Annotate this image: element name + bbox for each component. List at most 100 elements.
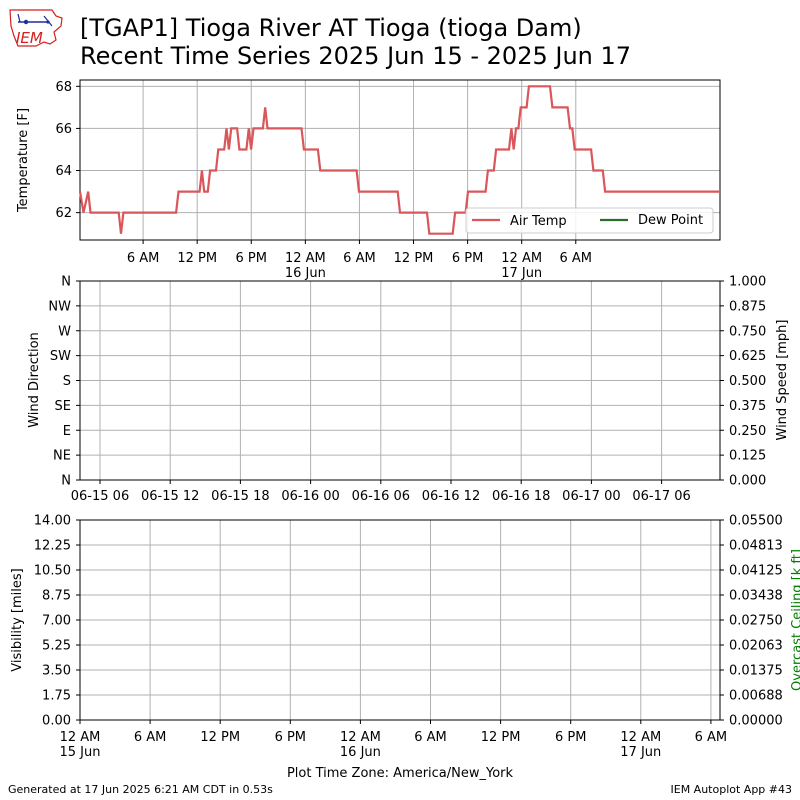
vis-xtick-label: 6 AM xyxy=(414,730,447,745)
temp-xtick-label: 6 AM xyxy=(343,251,376,266)
ceiling-ylabel: Overcast Ceiling [k ft] xyxy=(790,549,800,691)
vis-xtick-date: 17 Jun xyxy=(620,745,661,760)
chart-title: [TGAP1] Tioga River AT Tioga (tioga Dam)… xyxy=(80,14,631,70)
wind-xtick-label: 06-17 06 xyxy=(632,489,690,504)
wind-speed-tick-label: 0.375 xyxy=(729,399,766,414)
wind-xtick-label: 06-16 00 xyxy=(281,489,339,504)
vis-xtick-label: 12 PM xyxy=(481,730,521,745)
wind-xtick-label: 06-16 18 xyxy=(492,489,550,504)
ceiling-tick-label: 0.02063 xyxy=(729,639,783,654)
logo-text: IEM xyxy=(16,29,43,47)
temp-xtick-label: 6 PM xyxy=(236,251,267,266)
ceiling-tick-label: 0.03438 xyxy=(729,589,783,604)
wind-direction-tick-label: SE xyxy=(55,399,71,414)
temp-xtick-label: 6 PM xyxy=(452,251,483,266)
wind-direction-tick-label: S xyxy=(63,374,71,389)
vis-xtick-label: 6 PM xyxy=(275,730,306,745)
vis-xtick-label: 6 AM xyxy=(695,730,728,745)
wind-panel: N 0.000 NE 0.125 E 0.250 SE 0.375 S 0.500 SW 0.625 W… xyxy=(27,275,790,505)
wind-direction-tick-label: NE xyxy=(53,449,71,464)
wind-direction-tick-label: NW xyxy=(48,299,71,314)
vis-xtick-label: 12 AM xyxy=(620,730,661,745)
temp-xtick-label: 12 AM xyxy=(501,251,542,266)
wind-speed-tick-label: 0.875 xyxy=(729,299,766,314)
visibility-ylabel: Visibility [miles] xyxy=(10,568,25,671)
wind-direction-tick-label: E xyxy=(63,424,71,439)
ceiling-tick-label: 0.00000 xyxy=(729,714,783,729)
vis-xtick-label: 12 AM xyxy=(60,730,101,745)
wind-xtick-label: 06-16 06 xyxy=(352,489,410,504)
ceiling-tick-label: 0.05500 xyxy=(729,514,783,529)
wind-xtick-label: 06-16 12 xyxy=(422,489,480,504)
vis-xtick-label: 6 AM xyxy=(134,730,167,745)
ceiling-tick-label: 0.01375 xyxy=(729,664,783,679)
visibility-tick-label: 3.50 xyxy=(42,664,71,679)
air-temp-line xyxy=(78,85,720,235)
wind-speed-tick-label: 0.250 xyxy=(729,424,766,439)
visibility-tick-label: 5.25 xyxy=(42,639,71,654)
vis-xtick-label: 12 AM xyxy=(340,730,381,745)
wind-ticks: N 0.000 NE 0.125 E 0.250 SE 0.375 S 0.500 SW 0.625 W… xyxy=(48,275,766,505)
wind-xtick-label: 06-17 00 xyxy=(562,489,620,504)
temp-xtick-label: 6 AM xyxy=(560,251,593,266)
ceiling-tick-label: 0.04813 xyxy=(729,539,783,554)
temp-xtick-date: 16 Jun xyxy=(285,266,326,281)
temp-xtick-label: 12 PM xyxy=(177,251,217,266)
visibility-tick-label: 7.00 xyxy=(42,614,71,629)
visibility-tick-label: 1.75 xyxy=(42,689,71,704)
wind-direction-tick-label: W xyxy=(58,324,71,339)
vis-xtick-label: 12 PM xyxy=(200,730,240,745)
ceiling-tick-label: 0.04125 xyxy=(729,564,783,579)
visibility-ticks: 0.00 0.00000 1.75 0.00688 3.50 0.01375 5.25 0.0… xyxy=(34,514,783,761)
wind-speed-tick-label: 0.625 xyxy=(729,349,766,364)
ceiling-tick-label: 0.00688 xyxy=(729,689,783,704)
wind-direction-tick-label: SW xyxy=(50,349,71,364)
vis-xtick-date: 16 Jun xyxy=(340,745,381,760)
wind-speed-tick-label: 1.000 xyxy=(729,275,766,290)
visibility-tick-label: 0.00 xyxy=(42,714,71,729)
vis-xtick-label: 6 PM xyxy=(555,730,586,745)
iem-logo-graphic: IEM xyxy=(9,9,63,47)
legend-dew-point-label: Dew Point xyxy=(638,213,703,228)
wind-xtick-label: 06-15 12 xyxy=(141,489,199,504)
wind-xtick-label: 06-15 18 xyxy=(211,489,269,504)
wind-grid xyxy=(80,280,720,481)
temp-ytick-label: 62 xyxy=(55,206,72,221)
temp-xtick-date: 17 Jun xyxy=(501,266,542,281)
temp-xtick-label: 12 PM xyxy=(394,251,434,266)
wind-speed-ylabel: Wind Speed [mph] xyxy=(775,320,790,441)
visibility-panel: 0.00 0.00000 1.75 0.00688 3.50 0.01375 5.25 0.0… xyxy=(10,514,800,782)
visibility-tick-label: 12.25 xyxy=(34,539,71,554)
plot-timezone-xlabel: Plot Time Zone: America/New_York xyxy=(287,766,514,781)
app-footer: IEM Autoplot App #43 xyxy=(670,783,793,796)
visibility-tick-label: 10.50 xyxy=(34,564,71,579)
vis-xtick-date: 15 Jun xyxy=(60,745,101,760)
visibility-grid xyxy=(79,519,720,721)
wind-direction-tick-label: N xyxy=(61,275,71,290)
wind-speed-tick-label: 0.500 xyxy=(729,374,766,389)
temp-ytick-label: 68 xyxy=(55,80,72,95)
temperature-legend: Air Temp Dew Point xyxy=(465,207,714,234)
generated-footer: Generated at 17 Jun 2025 6:21 AM CDT in … xyxy=(8,783,273,796)
temperature-ylabel: Temperature [F] xyxy=(16,108,31,213)
title-line-1: [TGAP1] Tioga River AT Tioga (tioga Dam) xyxy=(80,14,582,42)
iem-logo: IEM xyxy=(6,6,66,54)
title-line-2: Recent Time Series 2025 Jun 15 - 2025 Ju… xyxy=(80,42,632,70)
temp-ytick-label: 64 xyxy=(55,164,72,179)
temp-ytick-label: 66 xyxy=(55,122,72,137)
wind-speed-tick-label: 0.750 xyxy=(729,324,766,339)
wind-speed-tick-label: 0.125 xyxy=(729,449,766,464)
temp-xtick-label: 12 AM xyxy=(285,251,326,266)
temperature-frame xyxy=(79,79,721,241)
visibility-tick-label: 14.00 xyxy=(34,514,71,529)
wind-xtick-label: 06-15 06 xyxy=(71,489,129,504)
legend-air-temp-label: Air Temp xyxy=(510,214,567,229)
visibility-tick-label: 8.75 xyxy=(42,589,71,604)
wind-direction-ylabel: Wind Direction xyxy=(27,332,42,428)
ceiling-tick-label: 0.02750 xyxy=(729,614,783,629)
temp-xtick-label: 6 AM xyxy=(127,251,160,266)
wind-direction-tick-label: N xyxy=(61,474,71,489)
